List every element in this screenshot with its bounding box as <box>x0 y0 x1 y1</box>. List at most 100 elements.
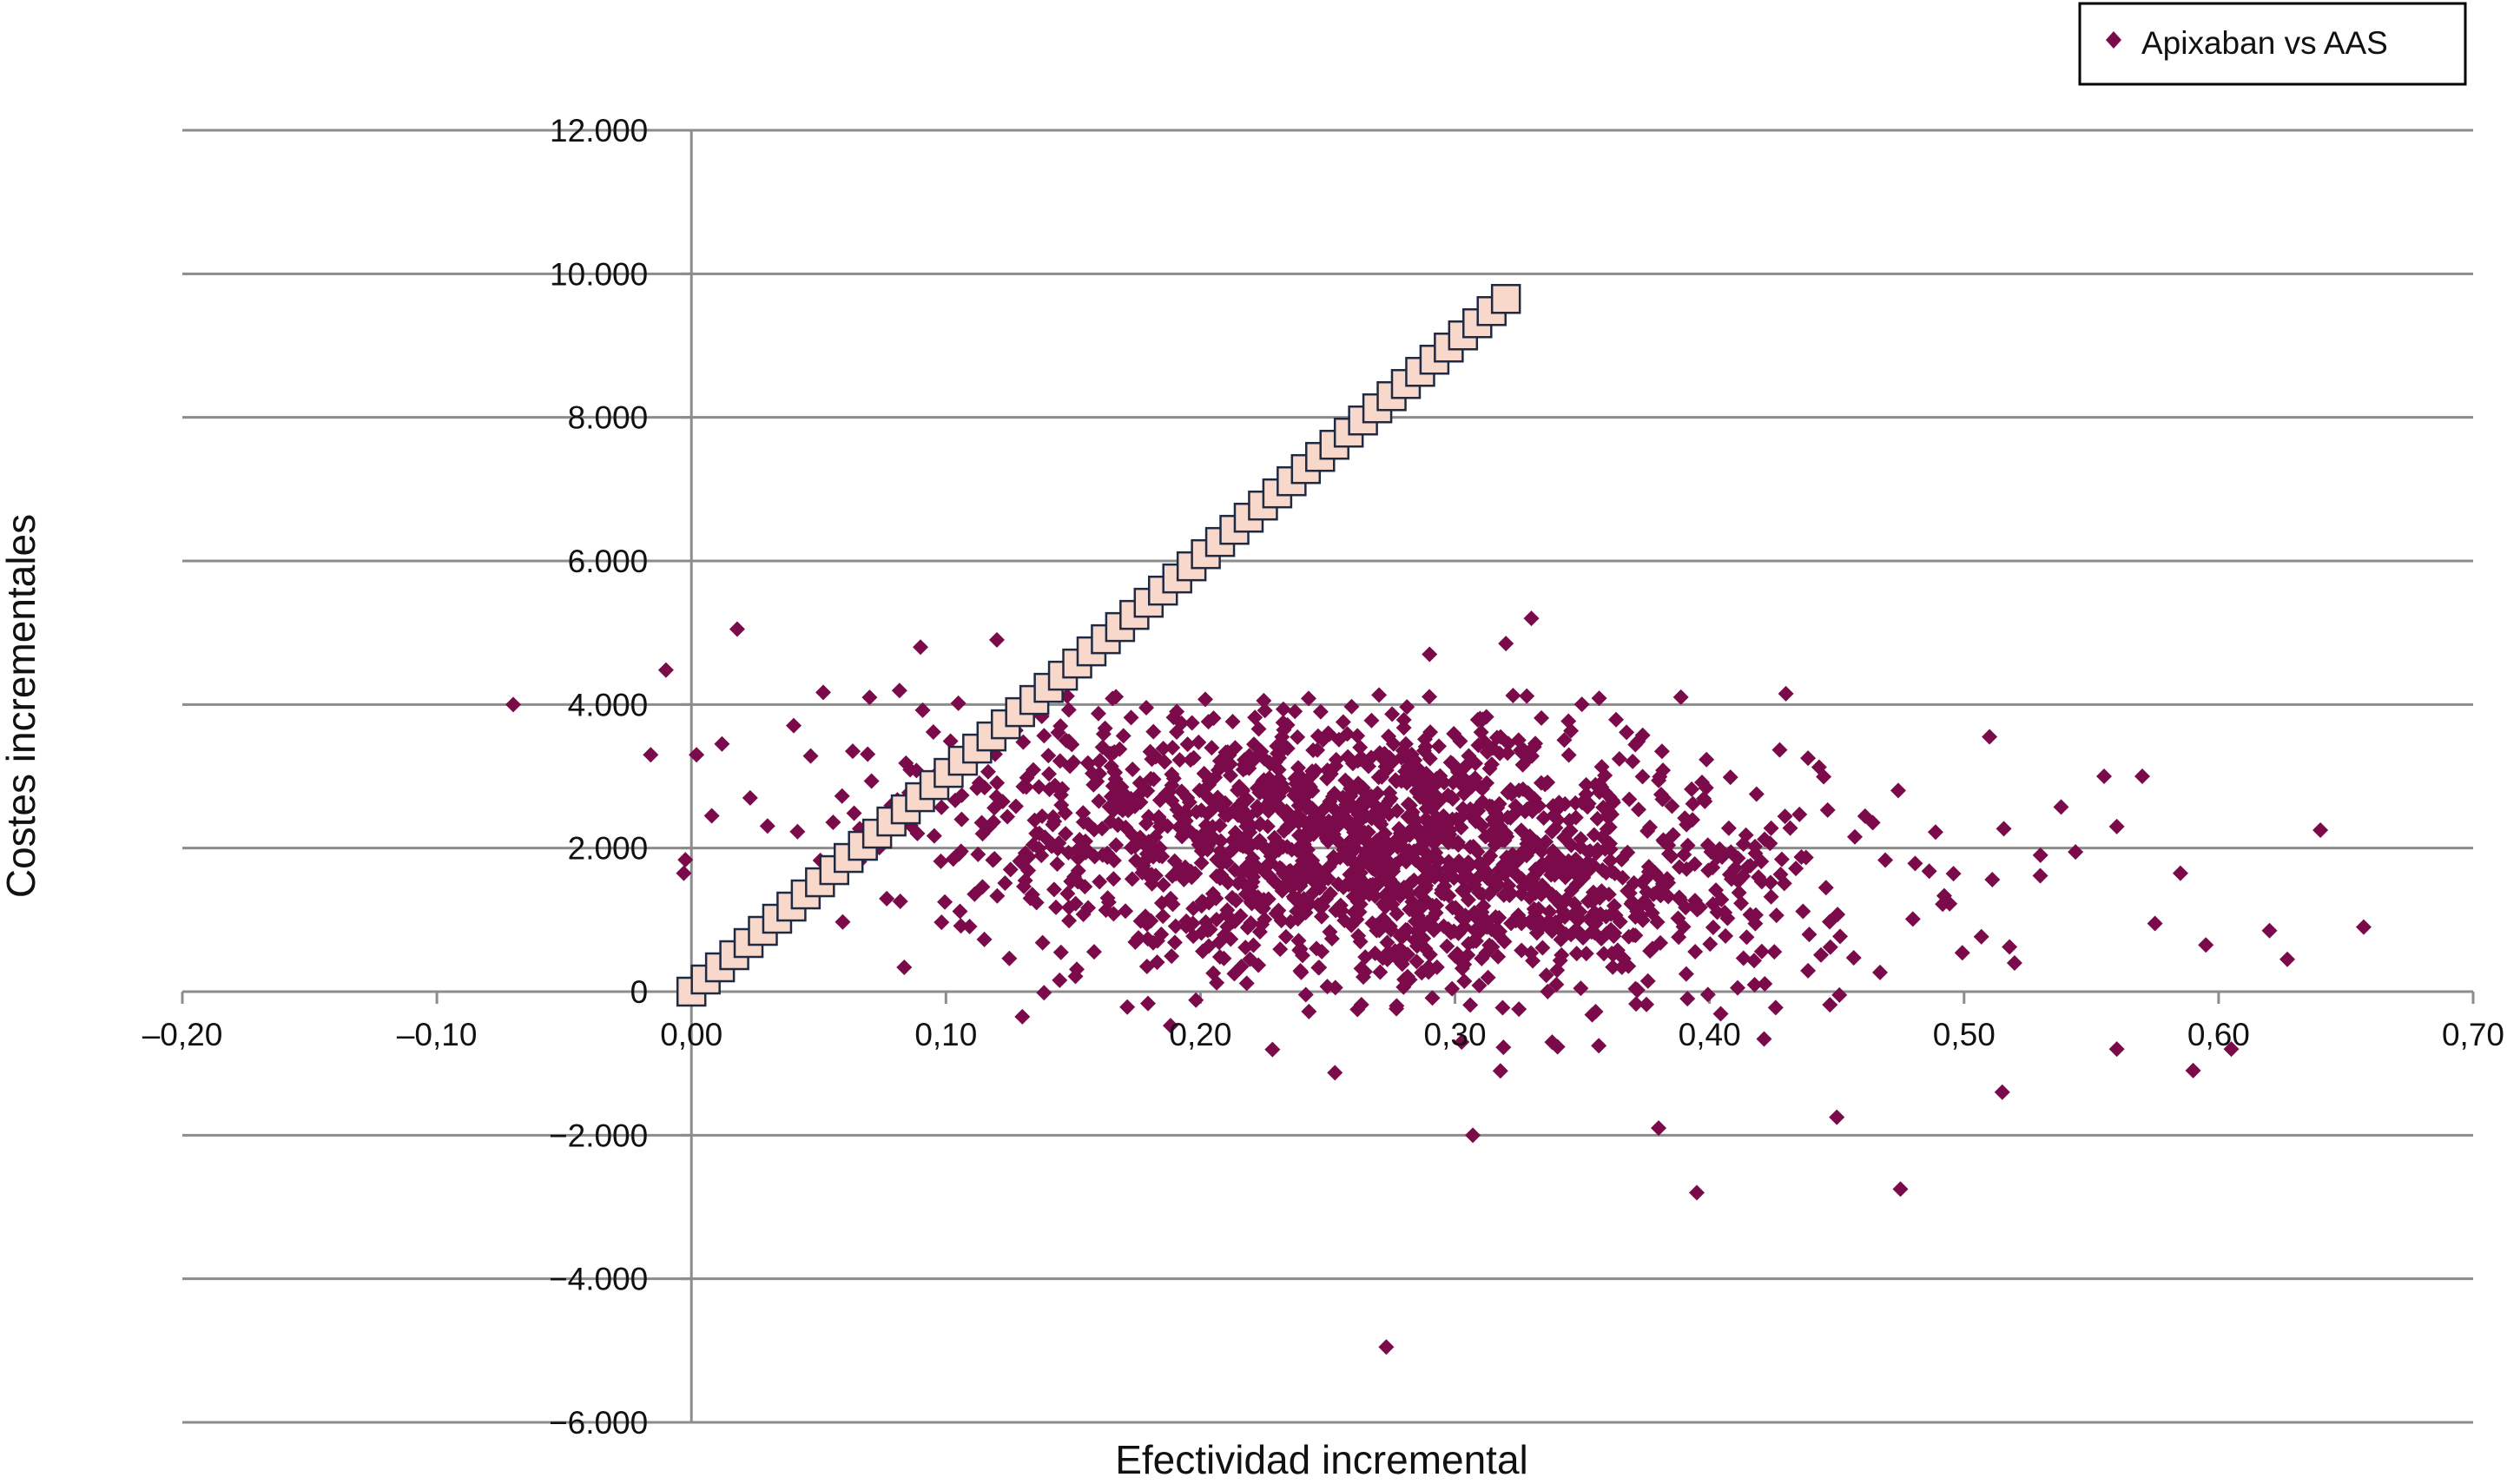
y-tick-label: 6.000 <box>568 544 649 579</box>
scatter-point <box>1738 827 1754 843</box>
scatter-point <box>1232 796 1249 813</box>
scatter-point <box>1287 703 1303 720</box>
scatter-point <box>1155 908 1171 925</box>
scatter-point <box>1320 725 1336 742</box>
scatter-point <box>1289 807 1305 823</box>
scatter-point <box>1454 882 1470 899</box>
scatter-point <box>1050 724 1066 741</box>
scatter-point <box>1379 755 1395 772</box>
scatter-point <box>1718 927 1734 944</box>
scatter-point <box>1311 960 1328 976</box>
scatter-point <box>2198 937 2214 953</box>
scatter-point <box>2312 822 2329 838</box>
scatter-point <box>1490 948 1507 965</box>
scatter-point <box>1679 991 1696 1007</box>
scatter-point <box>1222 843 1238 860</box>
scatter-point <box>1279 716 1296 733</box>
scatter-point <box>1352 739 1369 755</box>
scatter-point <box>1181 917 1197 933</box>
legend-diamond-icon <box>2106 31 2121 49</box>
scatter-point <box>1140 808 1157 825</box>
y-tick-label: 0 <box>630 974 649 1010</box>
scatter-point <box>1075 906 1092 922</box>
scatter-point <box>1367 805 1383 821</box>
y-axis-title: Costes incrementales <box>0 514 43 898</box>
scatter-point <box>1290 729 1306 745</box>
scatter-point <box>1197 817 1214 834</box>
scatter-point <box>1323 931 1340 947</box>
scatter-point <box>1487 815 1503 832</box>
scatter-point <box>1573 980 1589 997</box>
scatter-point <box>835 913 851 930</box>
scatter-point <box>1568 946 1585 962</box>
scatter-point <box>1501 883 1517 900</box>
scatter-point <box>1548 976 1565 993</box>
scatter-point <box>1372 964 1389 980</box>
scatter-point <box>1384 706 1401 722</box>
scatter-point <box>1475 860 1491 876</box>
scatter-point <box>1296 836 1312 853</box>
scatter-point <box>1336 841 1352 858</box>
scatter-point <box>1204 801 1221 817</box>
scatter-point <box>1819 801 1836 818</box>
scatter-point <box>1465 933 1481 950</box>
scatter-point <box>1455 786 1472 802</box>
scatter-point <box>1194 894 1211 910</box>
scatter-point <box>815 684 832 701</box>
scatter-point <box>1945 866 1962 882</box>
scatter-point <box>703 808 720 824</box>
scatter-point <box>1586 827 1602 843</box>
scatter-point <box>1507 865 1523 881</box>
scatter-point <box>1254 916 1270 933</box>
scatter-point <box>1041 782 1058 798</box>
scatter-point <box>1813 946 1830 963</box>
scatter-point <box>1712 1006 1729 1022</box>
scatter-point <box>1573 696 1590 713</box>
scatter-point <box>1378 1339 1395 1355</box>
scatter-point <box>1417 940 1434 957</box>
scatter-point <box>1092 874 1108 890</box>
scatter-point <box>1255 900 1271 917</box>
scatter-point <box>1123 709 1139 726</box>
scatter-point <box>1731 885 1747 901</box>
scatter-point <box>1452 733 1468 749</box>
scatter-point <box>1310 742 1326 758</box>
scatter-point <box>1892 1181 1909 1197</box>
scatter-point <box>1064 736 1080 753</box>
scatter-point <box>934 799 950 815</box>
scatter-point <box>879 890 895 907</box>
scatter-point <box>1399 922 1415 939</box>
scatter-point <box>1450 947 1467 964</box>
scatter-point <box>1094 739 1111 755</box>
scatter-point <box>1264 1041 1281 1058</box>
scatter-point <box>989 887 1006 904</box>
y-tick-label: 10.000 <box>550 256 648 292</box>
scatter-point <box>2172 865 2188 881</box>
scatter-point <box>1471 977 1488 993</box>
scatter-point <box>1040 748 1057 764</box>
scatter-point <box>1624 894 1640 910</box>
scatter-point <box>1481 937 1498 953</box>
scatter-point <box>1312 703 1329 720</box>
scatter-point <box>1257 702 1273 719</box>
scatter-point <box>1546 807 1562 823</box>
scatter-point <box>933 853 949 869</box>
scatter-point <box>1371 863 1388 880</box>
scatter-point <box>1686 855 1703 872</box>
scatter-point <box>1245 937 1262 953</box>
scatter-point <box>1801 927 1818 943</box>
scatter-point <box>1279 839 1296 855</box>
scatter-point <box>1138 959 1155 975</box>
scatter-point <box>1567 809 1584 826</box>
scatter-point <box>1702 936 1719 953</box>
scatter-point <box>1904 911 1921 927</box>
scatter-point <box>1399 699 1415 716</box>
scatter-point <box>1832 928 1849 945</box>
scatter-point <box>1403 751 1420 768</box>
scatter-point <box>2032 867 2048 884</box>
scatter-point <box>986 814 1002 830</box>
scatter-point <box>1621 791 1638 808</box>
scatter-point <box>1171 808 1188 824</box>
scatter-point <box>950 695 967 711</box>
scatter-point <box>1105 871 1122 887</box>
